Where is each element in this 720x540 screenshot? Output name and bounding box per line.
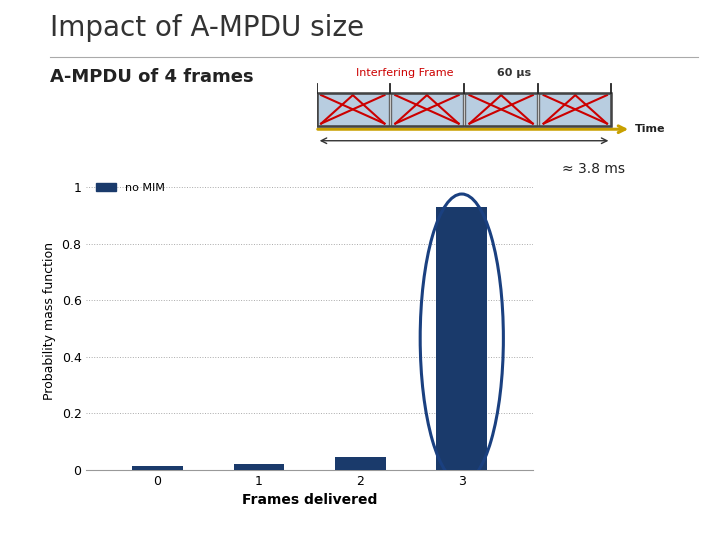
Y-axis label: Probability mass function: Probability mass function <box>43 242 56 400</box>
FancyBboxPatch shape <box>539 93 611 126</box>
FancyBboxPatch shape <box>391 93 463 126</box>
Text: 60 μs: 60 μs <box>493 68 531 78</box>
Bar <box>436 207 487 470</box>
FancyBboxPatch shape <box>317 93 389 126</box>
Text: ≈ 3.8 ms: ≈ 3.8 ms <box>562 162 625 176</box>
Bar <box>132 465 183 470</box>
FancyBboxPatch shape <box>465 93 537 126</box>
Text: A-MPDU of 4 frames: A-MPDU of 4 frames <box>50 68 254 85</box>
Text: NUS: NUS <box>6 517 29 527</box>
Text: Interfering Frame: Interfering Frame <box>356 68 454 78</box>
Text: School of
Computing: School of Computing <box>126 512 176 532</box>
Text: Time: Time <box>635 124 665 134</box>
Text: 29: 29 <box>675 516 691 529</box>
X-axis label: Frames delivered: Frames delivered <box>242 493 377 507</box>
Bar <box>335 457 386 470</box>
Legend: no MIM: no MIM <box>92 178 170 197</box>
Bar <box>233 464 284 470</box>
Text: Impact of A-MPDU size: Impact of A-MPDU size <box>50 14 364 42</box>
